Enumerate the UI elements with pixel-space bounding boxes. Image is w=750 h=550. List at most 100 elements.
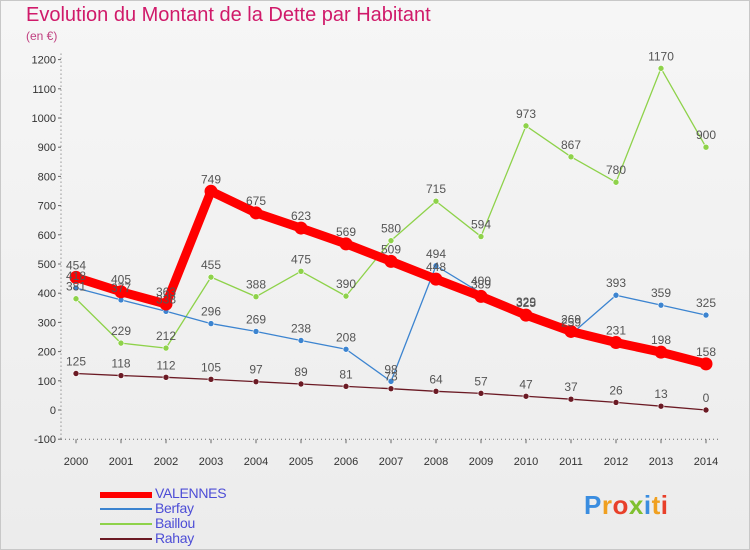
data-point-berfay [702, 311, 710, 319]
x-tick-label: 2000 [64, 456, 88, 468]
data-point-valennes [159, 297, 173, 311]
data-label-rahay: 57 [474, 374, 488, 388]
data-point-rahay [252, 378, 260, 385]
x-tick-label: 2005 [289, 456, 313, 468]
data-label-berfay: 98 [384, 362, 398, 376]
y-tick-label: 1000 [32, 113, 56, 125]
data-point-baillou [522, 122, 530, 130]
data-label-valennes: 158 [696, 345, 716, 359]
data-point-baillou [117, 339, 125, 347]
data-point-valennes [249, 206, 263, 220]
legend-swatch-rahay [100, 538, 152, 540]
data-label-rahay: 37 [564, 380, 578, 394]
data-label-baillou: 390 [336, 277, 356, 291]
y-tick-label: 200 [38, 347, 56, 359]
data-label-baillou: 388 [246, 278, 266, 292]
data-label-rahay: 81 [339, 367, 353, 381]
data-point-baillou [612, 178, 620, 186]
y-tick-label: 0 [50, 405, 56, 417]
data-label-rahay: 118 [111, 357, 130, 371]
proxiti-logo: Proxiti [584, 490, 669, 520]
data-point-berfay [432, 262, 440, 270]
data-label-berfay: 269 [246, 312, 266, 326]
data-label-berfay: 325 [696, 296, 716, 310]
data-point-baillou [162, 344, 170, 352]
data-label-baillou: 580 [381, 222, 401, 236]
data-point-rahay [702, 406, 710, 414]
data-point-berfay [207, 320, 215, 327]
data-point-valennes [699, 357, 713, 371]
data-point-rahay [72, 370, 80, 377]
data-label-berfay: 296 [201, 305, 221, 319]
data-label-rahay: 125 [66, 355, 86, 369]
data-point-valennes [609, 336, 623, 350]
data-label-berfay: 338 [156, 292, 176, 306]
x-tick-label: 2013 [649, 456, 673, 468]
data-label-baillou: 715 [426, 182, 446, 196]
data-point-rahay [207, 376, 215, 383]
x-tick-label: 2012 [604, 456, 628, 468]
data-point-berfay [342, 345, 350, 353]
data-point-baillou [702, 143, 710, 151]
x-tick-label: 2008 [424, 456, 448, 468]
legend-swatch-baillou [100, 523, 152, 525]
data-point-valennes [519, 308, 533, 322]
legend-swatch-valennes [100, 492, 152, 498]
data-label-berfay: 418 [66, 269, 86, 283]
data-label-baillou: 381 [66, 280, 86, 294]
data-point-baillou [252, 293, 260, 301]
data-label-valennes: 749 [201, 172, 221, 186]
y-tick-label: 900 [38, 142, 56, 154]
data-label-rahay: 26 [609, 383, 623, 397]
data-point-baillou [477, 233, 485, 240]
data-label-rahay: 89 [294, 365, 308, 379]
data-point-rahay [117, 372, 125, 379]
data-label-rahay: 97 [249, 363, 263, 377]
data-point-rahay [162, 373, 170, 381]
y-tick-label: 800 [38, 171, 56, 183]
chart-unit-label: (en €) [26, 29, 58, 43]
data-point-berfay [612, 291, 620, 299]
data-label-baillou: 973 [516, 107, 536, 121]
data-label-valennes: 231 [606, 324, 626, 338]
data-label-valennes: 325 [516, 296, 536, 310]
data-point-baillou [432, 197, 440, 205]
data-label-berfay: 393 [606, 276, 626, 290]
data-label-berfay: 208 [336, 330, 356, 344]
data-point-baillou [207, 273, 215, 281]
data-label-rahay: 64 [429, 372, 443, 386]
data-label-baillou: 229 [111, 324, 131, 338]
data-point-baillou [387, 237, 395, 244]
legend-label-baillou: Baillou [155, 515, 195, 531]
data-point-berfay [657, 301, 665, 309]
data-point-valennes [564, 324, 578, 338]
data-label-berfay: 238 [291, 322, 311, 336]
data-label-berfay: 359 [651, 286, 671, 300]
data-point-valennes [114, 285, 128, 299]
data-point-berfay [387, 378, 395, 385]
data-point-rahay [567, 395, 575, 403]
x-tick-label: 2014 [694, 456, 718, 468]
data-label-valennes: 569 [336, 225, 356, 239]
legend-label-valennes: VALENNES [155, 485, 227, 501]
data-point-berfay [297, 337, 305, 344]
x-tick-label: 2002 [154, 456, 178, 468]
legend-label-rahay: Rahay [155, 530, 194, 546]
data-label-berfay: 377 [111, 281, 131, 295]
legend-label-berfay: Berfay [155, 500, 194, 516]
data-point-berfay [252, 328, 260, 335]
data-label-baillou: 475 [291, 252, 311, 266]
data-label-valennes: 675 [246, 194, 266, 208]
x-tick-label: 2001 [109, 456, 133, 468]
data-point-rahay [387, 385, 395, 392]
x-tick-label: 2007 [379, 456, 403, 468]
data-label-rahay: 73 [384, 370, 398, 384]
data-label-berfay: 494 [426, 247, 446, 261]
y-tick-label: 600 [38, 230, 56, 242]
data-point-valennes [69, 270, 83, 284]
data-label-baillou: 867 [561, 138, 581, 152]
x-tick-label: 2003 [199, 456, 223, 468]
data-point-rahay [432, 388, 440, 395]
